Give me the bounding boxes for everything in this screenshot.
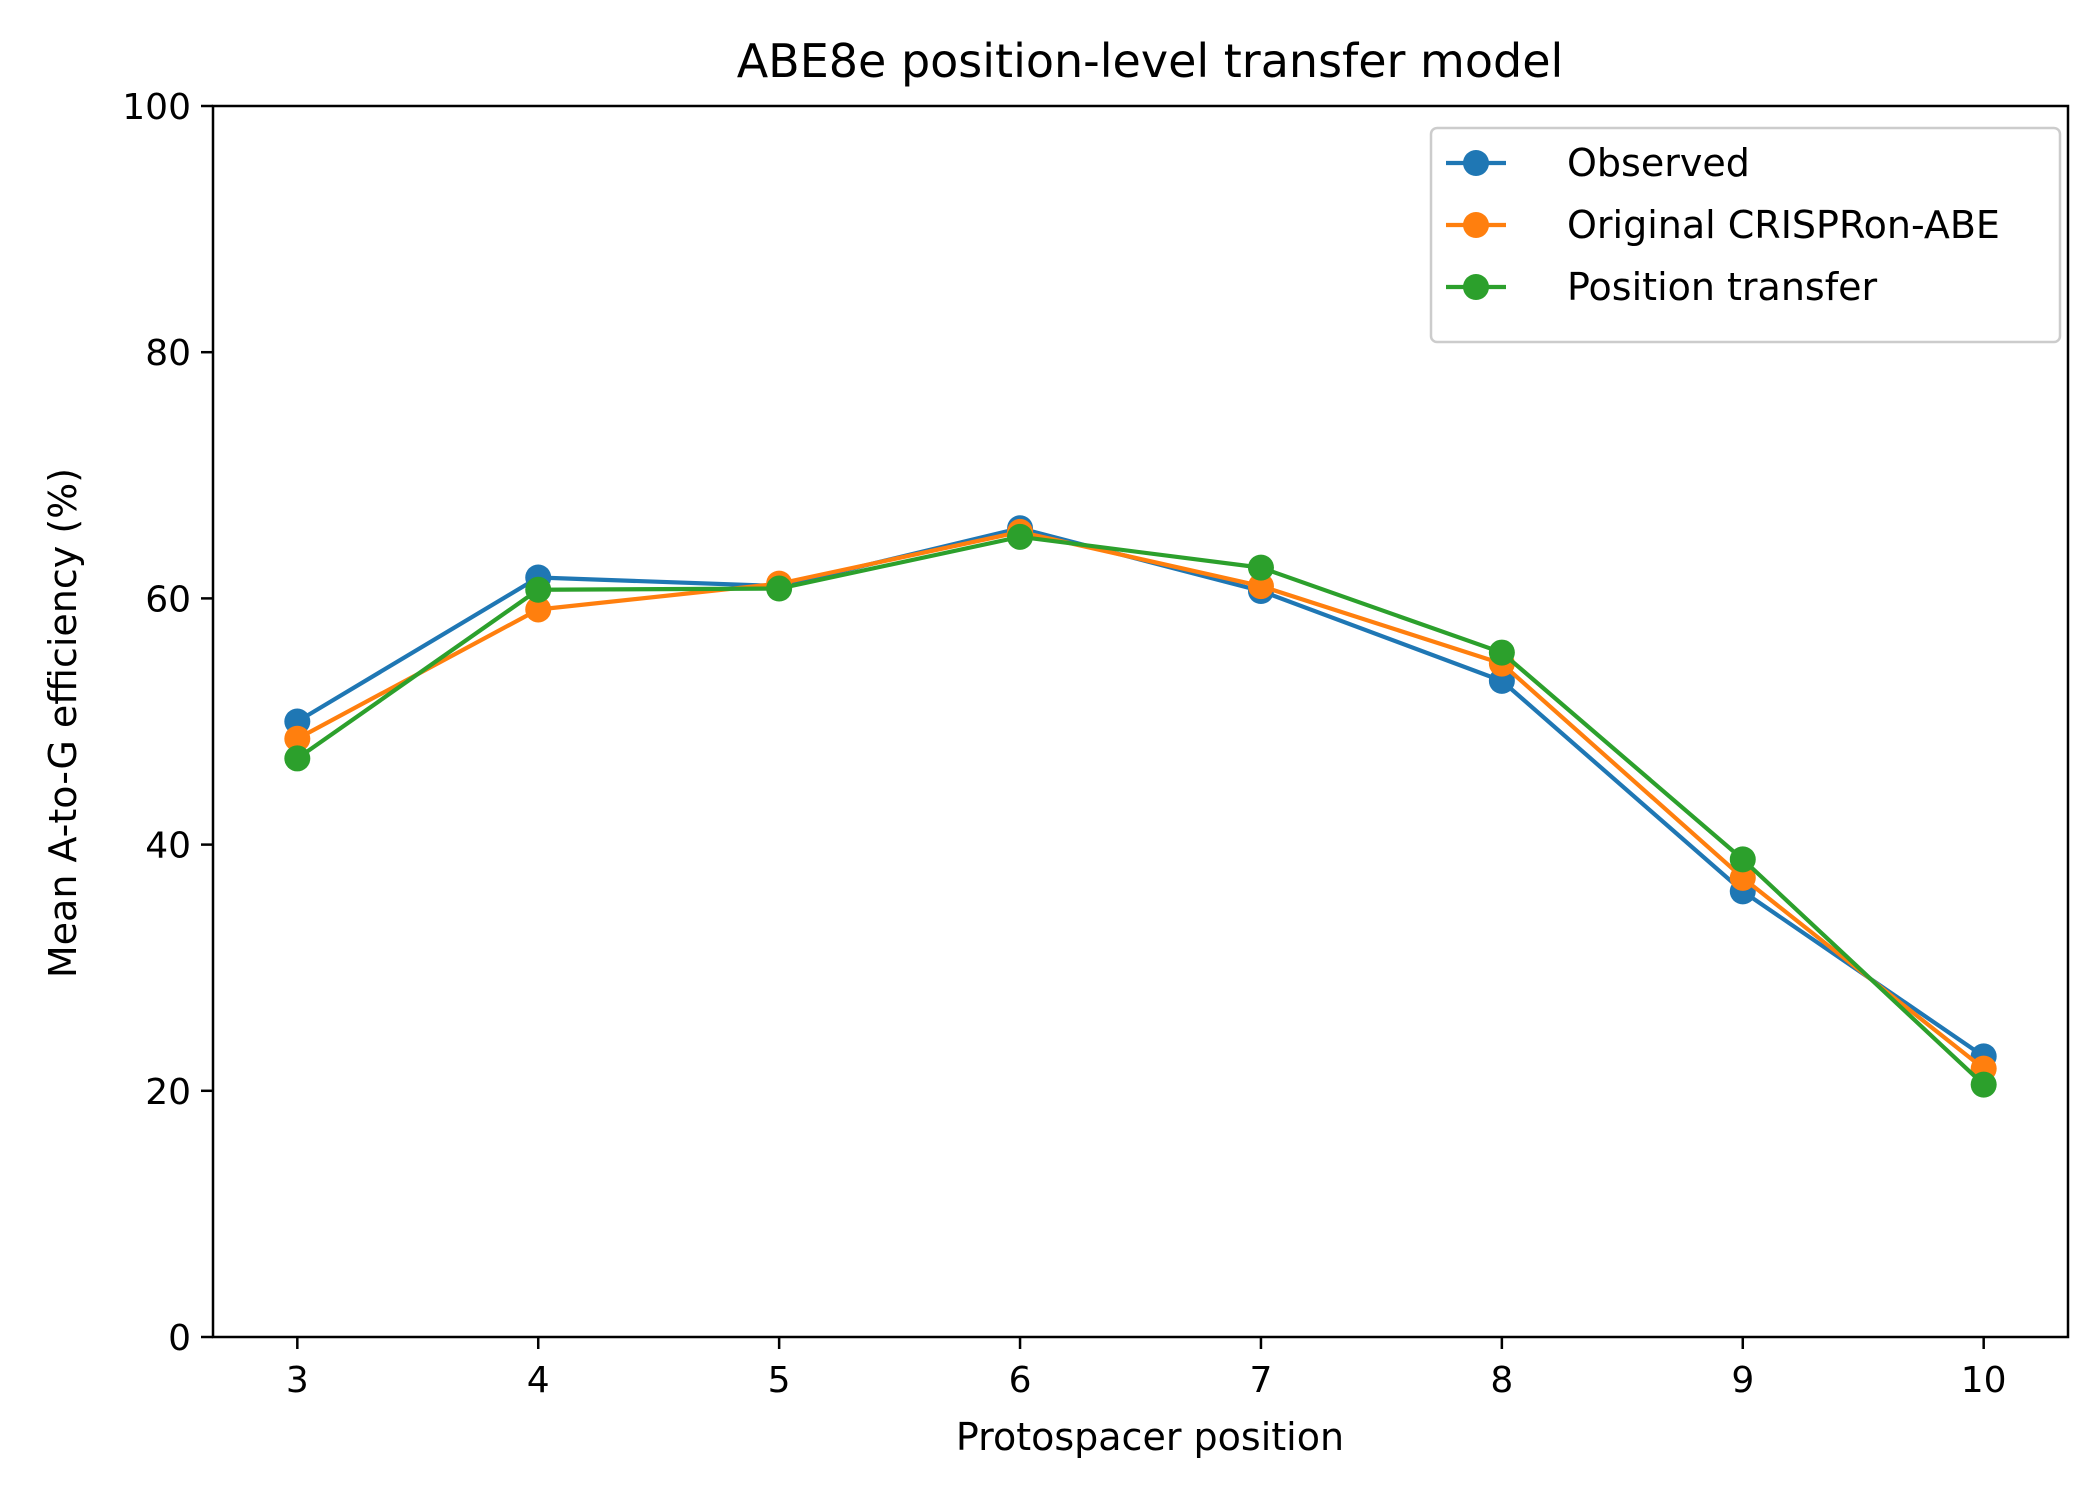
x-axis-label: Protospacer position xyxy=(956,1415,1344,1459)
y-tick-label-20: 20 xyxy=(145,1072,191,1113)
series-2 xyxy=(284,518,1997,1082)
y-axis-label: Mean A-to-G efficiency (%) xyxy=(41,468,85,978)
series-3 xyxy=(284,523,1997,1098)
plot-area xyxy=(284,515,1997,1098)
x-tick-label-3: 3 xyxy=(286,1360,309,1401)
legend-label-1: Observed xyxy=(1567,141,1750,185)
y-tick-label-0: 0 xyxy=(168,1318,191,1359)
data-point-s2-x3 xyxy=(284,725,311,752)
data-point-s3-x8 xyxy=(1488,639,1515,666)
series-line-2 xyxy=(295,529,1986,1071)
y-tick-label-60: 60 xyxy=(145,579,191,620)
legend-marker-2 xyxy=(1463,212,1489,238)
x-tick-label-8: 8 xyxy=(1490,1360,1513,1401)
data-point-s3-x9 xyxy=(1729,846,1756,873)
chart-title: ABE8e position-level transfer model xyxy=(737,34,1564,88)
data-point-s2-x9 xyxy=(1729,864,1756,891)
axes-frame xyxy=(211,104,2070,1339)
data-point-s2-x7 xyxy=(1247,573,1274,600)
legend: Observed Original CRISPRon-ABE Position tr… xyxy=(1429,126,2062,344)
legend-marker-1 xyxy=(1463,150,1489,176)
data-point-s3-x4 xyxy=(525,576,552,603)
series-line-3 xyxy=(295,534,1986,1087)
x-tick-label-7: 7 xyxy=(1250,1360,1273,1401)
legend-entry-1: Observed xyxy=(1446,141,1750,185)
y-tick-label-100: 100 xyxy=(122,87,191,128)
data-point-s3-x3 xyxy=(284,745,311,772)
data-point-s3-x6 xyxy=(1007,523,1034,550)
x-tick-label-9: 9 xyxy=(1731,1360,1754,1401)
legend-label-3: Position transfer xyxy=(1567,265,1877,309)
data-point-s2-x4 xyxy=(525,596,552,623)
legend-label-2: Original CRISPRon-ABE xyxy=(1567,203,2000,247)
y-tick-label-80: 80 xyxy=(145,333,191,374)
data-point-s3-x5 xyxy=(766,575,793,602)
data-point-s3-x10 xyxy=(1970,1071,1997,1098)
x-tick-label-6: 6 xyxy=(1009,1360,1032,1401)
legend-entry-2: Original CRISPRon-ABE xyxy=(1446,203,2000,247)
y-tick-label-40: 40 xyxy=(145,826,191,867)
legend-marker-3 xyxy=(1463,274,1489,300)
legend-entry-3: Position transfer xyxy=(1446,265,1877,309)
data-point-s3-x7 xyxy=(1247,554,1274,581)
legend-box xyxy=(1429,126,2062,344)
x-tick-label-4: 4 xyxy=(527,1360,550,1401)
x-tick-label-10: 10 xyxy=(1961,1360,2007,1401)
x-tick-label-5: 5 xyxy=(768,1360,791,1401)
